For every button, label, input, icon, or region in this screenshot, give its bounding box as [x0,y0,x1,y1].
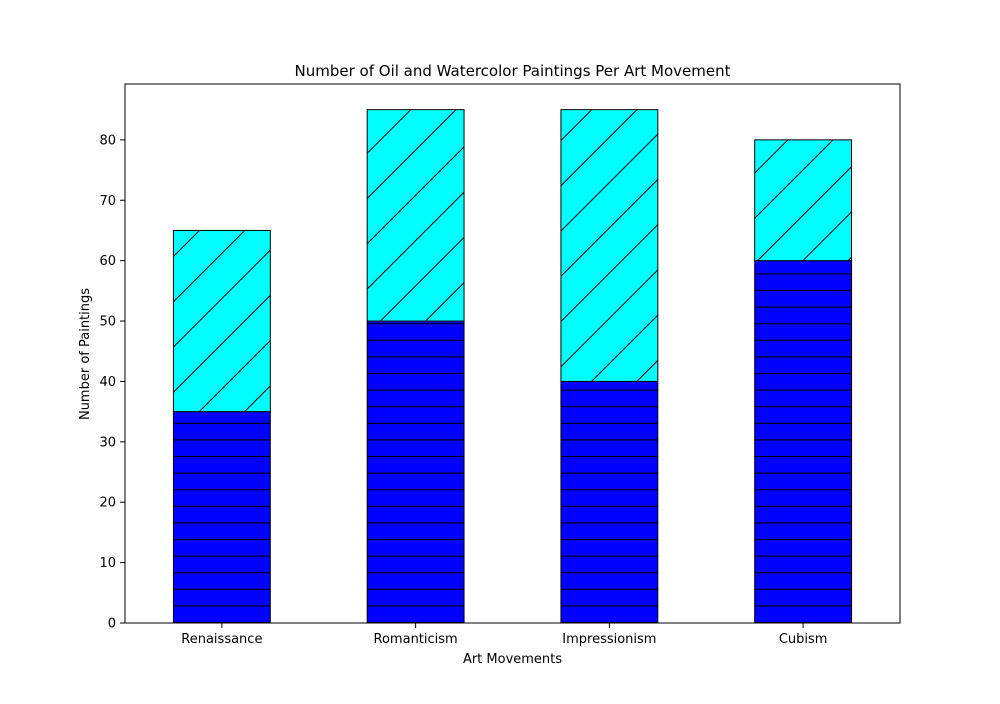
bar-lower-romanticism [366,320,465,624]
axes-layer: 0 10 20 30 40 50 60 70 80 Renaissance Romanticism I… [99,83,901,647]
bar-upper-cubism [754,139,853,262]
bars-layer [172,109,853,624]
bar-lower-renaissance [172,411,271,624]
bar-upper-romanticism [366,109,465,322]
bar-lower-cubism [754,260,853,624]
bar-hatch [172,411,271,624]
y-tick-label: 0 [108,617,116,632]
y-tick-label: 70 [99,194,116,209]
bar-hatch [560,109,659,382]
bar-lower-impressionism [560,380,659,624]
bar-hatch [366,320,465,624]
x-tick-label-cubism: Cubism [779,632,828,647]
x-axis-label: Art Movements [463,652,562,667]
y-tick-label: 30 [99,435,116,450]
bar-upper-impressionism [560,109,659,382]
x-tick-label-renaissance: Renaissance [181,632,262,647]
y-tick-label: 80 [99,133,116,148]
y-tick-label: 50 [99,315,116,330]
y-tick-label: 10 [99,556,116,571]
y-axis-label: Number of Paintings [78,288,93,420]
chart-title: Number of Oil and Watercolor Paintings P… [295,62,731,80]
plot-frame [124,83,901,624]
y-tick-label: 20 [99,496,116,511]
bar-hatch [172,229,271,413]
y-tick-label: 60 [99,254,116,269]
x-tick-label-romanticism: Romanticism [374,632,458,647]
bar-hatch [754,260,853,624]
bar-upper-renaissance [172,229,271,413]
x-tick-label-impressionism: Impressionism [562,632,656,647]
y-tick-label: 40 [99,375,116,390]
bar-hatch [366,109,465,322]
bar-hatch [754,139,853,262]
bar-hatch [560,380,659,624]
